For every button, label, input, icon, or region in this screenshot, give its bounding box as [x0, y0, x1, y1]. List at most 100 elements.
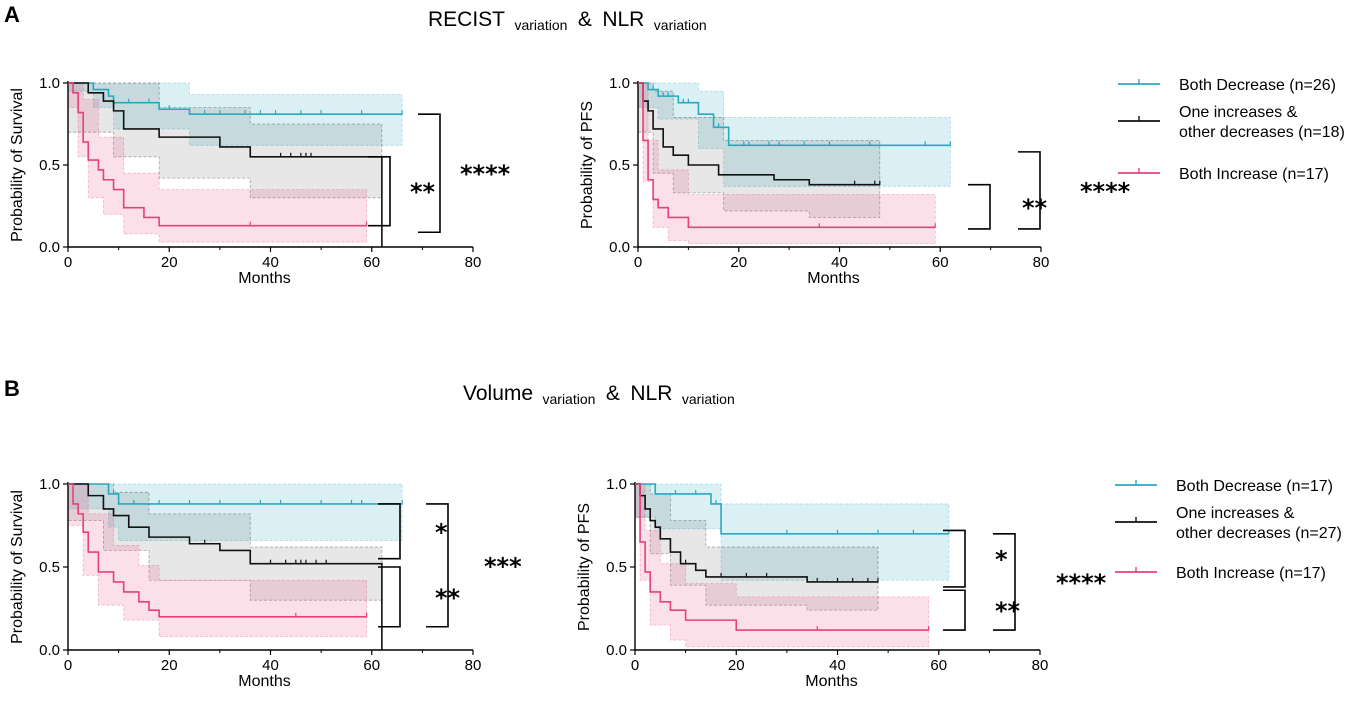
x-tick-label: 60 [930, 657, 947, 674]
x-tick-label: 40 [262, 657, 279, 674]
legend-label-1: Both Decrease (n=17) [1176, 478, 1333, 495]
y-tick-label: 0.0 [39, 642, 60, 659]
significance-label: ** [1022, 194, 1048, 222]
km-curve-2 [638, 82, 880, 186]
x-axis-label: Months [805, 673, 857, 690]
ci-band-3 [67, 82, 368, 243]
significance-bracket [968, 183, 991, 230]
x-tick-label: 40 [831, 254, 848, 271]
x-tick-label: 0 [64, 254, 72, 271]
ci-band-3 [637, 82, 936, 245]
legend-label-2: other decreases (n=18) [1179, 124, 1345, 141]
panel-a-title-metric: RECIST [428, 8, 505, 31]
plot-b-os: 0 20 40 60 80 0.0 0.5 1.0 Months Probability of S… [9, 476, 522, 690]
legend-label-2: One increases & [1179, 104, 1298, 121]
significance-label: **** [460, 160, 511, 188]
km-curve-3 [68, 483, 367, 618]
significance-label: * [995, 546, 1008, 574]
y-tick-label: 0.5 [39, 157, 60, 174]
plot-a-pfs: 0 20 40 60 80 0.0 0.5 1.0 Months Probability of P… [579, 75, 1131, 287]
x-tick-label: 20 [161, 254, 178, 271]
y-axis-label: Probability of PFS [576, 503, 593, 631]
panel-letter-a: A [4, 2, 20, 27]
y-tick-label: 0.0 [606, 642, 627, 659]
y-tick-label: 1.0 [609, 75, 630, 92]
km-curve-2 [68, 82, 383, 247]
legend-label-3: Both Increase (n=17) [1179, 166, 1329, 183]
x-tick-label: 60 [932, 254, 949, 271]
x-tick-label: 0 [64, 657, 72, 674]
ci-band-1 [634, 483, 950, 581]
y-tick-label: 1.0 [606, 476, 627, 493]
panel-b-title-sub-1: variation [543, 391, 596, 407]
ci-band-3 [67, 483, 368, 638]
x-tick-label: 40 [829, 657, 846, 674]
x-tick-label: 0 [634, 254, 642, 271]
significance-bracket [993, 533, 1016, 631]
significance-label: ** [410, 178, 436, 206]
km-curve-2 [68, 483, 383, 650]
x-tick-label: 80 [1033, 254, 1050, 271]
plot-b-pfs: 0 20 40 60 80 0.0 0.5 1.0 Months Probability of P… [576, 476, 1107, 690]
km-curve-1 [635, 483, 949, 535]
panel-a-title-sub-2: variation [654, 17, 707, 33]
km-curve-3 [68, 82, 367, 227]
significance-bracket [378, 503, 401, 560]
panel-b-title-sub-2: variation [682, 391, 735, 407]
significance-label: **** [1080, 177, 1131, 205]
plot-a-os: 0 20 40 60 80 0.0 0.5 1.0 Months Probability of S… [9, 75, 511, 287]
significance-bracket [943, 589, 966, 631]
significance-bracket [426, 503, 449, 628]
panel-b-title: Volume variation & NLR variation [463, 382, 735, 408]
x-tick-label: 80 [465, 254, 482, 271]
legend-label-2: One increases & [1176, 505, 1295, 522]
legend-label-3: Both Increase (n=17) [1176, 565, 1326, 582]
significance-bracket [368, 156, 391, 227]
legend-a: Both Decrease (n=26) One increases & other… [1118, 77, 1345, 183]
panel-a-title-nlr: NLR [602, 8, 644, 31]
y-tick-label: 0.5 [39, 559, 60, 576]
x-tick-label: 0 [631, 657, 639, 674]
x-tick-label: 40 [262, 254, 279, 271]
significance-label: * [435, 518, 448, 546]
x-axis-label: Months [238, 673, 290, 690]
legend-b: Both Decrease (n=17) One increases & other… [1115, 478, 1342, 582]
y-tick-label: 0.0 [39, 239, 60, 256]
panel-a-title-sub-1: variation [514, 17, 567, 33]
ci-band-2 [67, 82, 383, 199]
legend-label-2: other decreases (n=27) [1176, 525, 1342, 542]
panel-b-title-metric: Volume [463, 382, 533, 405]
significance-bracket [418, 113, 441, 234]
x-tick-label: 80 [1032, 657, 1049, 674]
y-tick-label: 0.0 [609, 239, 630, 256]
significance-bracket [378, 566, 401, 628]
significance-label: **** [1056, 569, 1107, 597]
x-tick-label: 20 [728, 657, 745, 674]
significance-bracket [943, 529, 966, 588]
km-curve-3 [638, 82, 936, 229]
x-tick-label: 20 [730, 254, 747, 271]
y-tick-label: 1.0 [39, 75, 60, 92]
km-curve-2 [635, 483, 878, 583]
panel-b-title-nlr: NLR [630, 382, 672, 405]
ci-band-3 [634, 483, 930, 648]
significance-bracket [1018, 151, 1041, 230]
panel-letter-b: B [4, 376, 20, 401]
panel-a-title-amp: & [578, 8, 592, 31]
significance-label: ** [995, 597, 1021, 625]
y-tick-label: 0.5 [609, 157, 630, 174]
x-axis-label: Months [807, 270, 859, 287]
x-tick-label: 60 [363, 254, 380, 271]
panel-b-title-amp: & [606, 382, 620, 405]
y-axis-label: Probability of Survival [9, 490, 26, 644]
y-tick-label: 1.0 [39, 476, 60, 493]
x-tick-label: 20 [161, 657, 178, 674]
x-axis-label: Months [238, 270, 290, 287]
y-axis-label: Probability of PFS [579, 101, 596, 229]
legend-label-1: Both Decrease (n=26) [1179, 77, 1336, 94]
panel-a-title: RECIST variation & NLR variation [428, 8, 707, 34]
ci-band-1 [637, 82, 951, 187]
km-curve-3 [635, 483, 929, 631]
significance-label: *** [484, 552, 522, 580]
